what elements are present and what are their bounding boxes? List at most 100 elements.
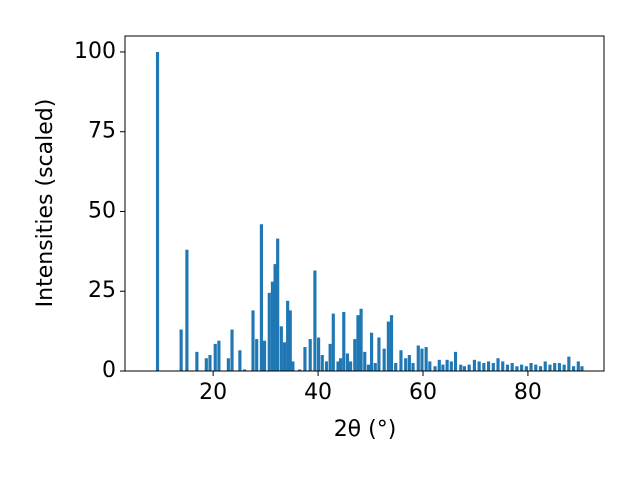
- x-tick-label: 20: [199, 380, 227, 405]
- bar: [428, 361, 432, 371]
- bar: [548, 364, 552, 371]
- bar: [389, 315, 394, 371]
- bar: [538, 366, 543, 371]
- bar: [286, 300, 290, 371]
- bar: [370, 332, 374, 371]
- bar: [303, 347, 307, 371]
- bar: [510, 363, 514, 371]
- bar: [543, 361, 547, 371]
- bar: [208, 355, 212, 371]
- bar: [336, 361, 340, 371]
- bar: [324, 361, 329, 371]
- bar: [487, 361, 491, 371]
- bar: [399, 350, 403, 371]
- bar: [155, 51, 160, 371]
- bar: [328, 343, 332, 371]
- bar: [482, 363, 486, 371]
- bar: [467, 364, 471, 371]
- bar: [366, 364, 371, 371]
- bar: [345, 353, 350, 371]
- x-tick-label: 60: [409, 380, 437, 405]
- bar: [251, 310, 255, 371]
- bar: [282, 342, 287, 371]
- bar: [462, 366, 467, 371]
- bar: [491, 363, 495, 371]
- bar: [534, 364, 538, 371]
- bar: [349, 361, 353, 371]
- y-tick-label: 100: [74, 39, 116, 64]
- bar: [255, 339, 259, 371]
- y-tick-label: 25: [88, 278, 116, 303]
- bar: [262, 340, 267, 371]
- bar: [407, 355, 411, 371]
- bar: [416, 345, 420, 371]
- bar: [356, 315, 360, 371]
- bar: [386, 321, 390, 371]
- bar: [529, 363, 533, 371]
- bar: [270, 281, 274, 371]
- bar: [580, 366, 584, 371]
- bar: [449, 361, 453, 371]
- bar: [342, 311, 346, 371]
- bar: [424, 347, 428, 371]
- bar: [238, 350, 242, 371]
- bar: [317, 337, 321, 371]
- bar: [382, 348, 386, 371]
- x-tick-label: 80: [514, 380, 542, 405]
- bar: [279, 326, 283, 371]
- bar: [445, 359, 449, 371]
- bar: [243, 369, 247, 371]
- bar: [276, 238, 280, 371]
- bar: [273, 264, 277, 371]
- bar: [226, 358, 230, 371]
- bar: [501, 361, 505, 371]
- bar: [195, 351, 199, 371]
- x-axis-label: 2θ (°): [334, 417, 397, 442]
- bar: [557, 363, 561, 371]
- bar: [353, 339, 357, 371]
- bar: [363, 351, 367, 371]
- bar: [404, 358, 408, 371]
- bar: [288, 310, 292, 371]
- bar: [420, 348, 424, 371]
- bar: [298, 369, 302, 371]
- bar: [185, 249, 189, 371]
- bar: [320, 355, 324, 371]
- bar: [472, 359, 476, 371]
- bar: [377, 337, 381, 371]
- bar: [524, 366, 528, 371]
- bar: [477, 361, 481, 371]
- bar: [308, 339, 312, 371]
- bar: [553, 363, 557, 371]
- y-tick-label: 75: [88, 119, 116, 144]
- x-tick-label: 40: [304, 380, 332, 405]
- bar: [411, 363, 415, 371]
- bar: [433, 366, 437, 371]
- bar: [520, 364, 524, 371]
- bar: [230, 329, 234, 371]
- bar: [339, 358, 343, 371]
- bar: [515, 366, 519, 371]
- bar: [576, 361, 580, 371]
- bar: [441, 364, 445, 371]
- bar: [567, 356, 571, 371]
- y-tick-label: 50: [88, 198, 116, 223]
- bar: [571, 366, 576, 371]
- y-tick-label: 0: [102, 358, 116, 383]
- bar: [505, 364, 510, 371]
- bar: [331, 313, 335, 371]
- bar: [313, 270, 317, 371]
- bar: [204, 358, 208, 371]
- bar: [267, 292, 271, 371]
- bar: [291, 361, 295, 371]
- bar: [437, 359, 441, 371]
- bar: [217, 340, 221, 371]
- plot-frame: [124, 35, 605, 372]
- bar: [213, 343, 217, 371]
- bar: [179, 329, 183, 371]
- bar: [496, 358, 500, 371]
- y-axis-label: Intensities (scaled): [33, 99, 58, 308]
- bar: [459, 364, 463, 371]
- bar: [359, 308, 363, 371]
